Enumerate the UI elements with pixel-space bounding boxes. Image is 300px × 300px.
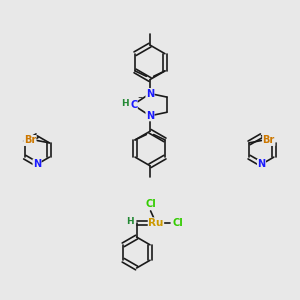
Text: C: C <box>130 100 137 110</box>
Text: Cl: Cl <box>145 200 156 209</box>
Text: ⁻: ⁻ <box>137 95 142 105</box>
Text: Ru: Ru <box>148 218 164 228</box>
Text: N: N <box>257 159 266 169</box>
Text: Br: Br <box>262 136 275 146</box>
Text: H: H <box>121 99 128 108</box>
Text: N: N <box>146 111 154 121</box>
Text: N: N <box>146 88 154 98</box>
Text: Br: Br <box>24 136 36 146</box>
Text: Cl: Cl <box>172 218 183 228</box>
Text: N: N <box>33 159 41 169</box>
Text: H: H <box>126 217 134 226</box>
